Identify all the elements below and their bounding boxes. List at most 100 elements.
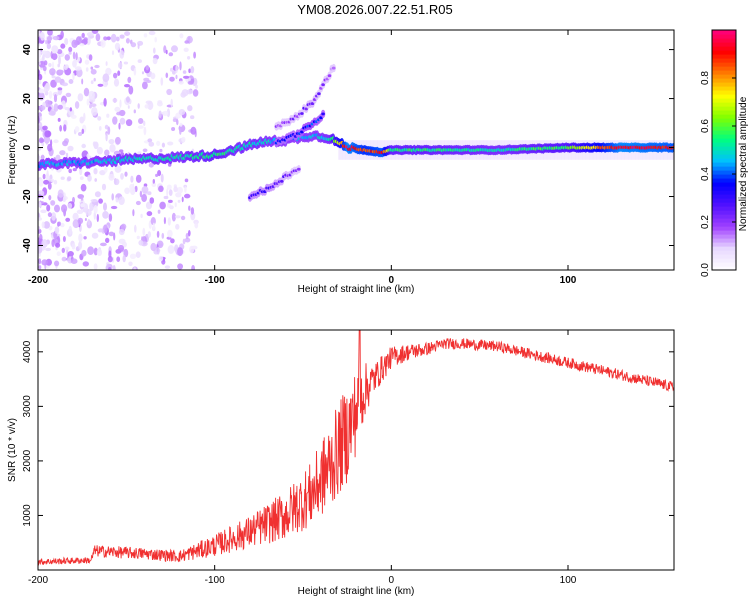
spectrogram-noise-cell: [175, 74, 178, 80]
snr-y-tick-label: 1000: [22, 504, 33, 527]
spectrogram-noise-cell: [43, 221, 50, 229]
spectrogram-noise-cell: [137, 59, 142, 63]
spectrogram-noise-cell: [50, 79, 57, 88]
spectrogram-noise-cell: [165, 72, 169, 79]
spectrogram-noise-cell: [45, 247, 51, 252]
spectrogram-noise-cell: [94, 178, 97, 182]
spectrogram-noise-cell: [172, 70, 176, 75]
colorbar-tick-label: 0.2: [700, 215, 711, 229]
spectrogram-noise-cell: [119, 50, 125, 59]
spectrogram-noise-cell: [179, 122, 183, 127]
colorbar-segment: [712, 142, 736, 147]
spectrogram-noise-cell: [75, 66, 82, 71]
spectrogram-noise-cell: [146, 211, 153, 217]
spectrogram-noise-cell: [61, 247, 65, 253]
spectrogram-noise-cell: [51, 75, 56, 79]
spectrogram-noise-cell: [64, 54, 71, 61]
snr-background: [38, 330, 674, 570]
spectrogram-noise-cell: [49, 68, 56, 76]
spectrogram-noise-cell: [54, 204, 60, 213]
spectrogram-noise-cell: [190, 207, 195, 215]
spectrogram-noise-cell: [94, 191, 101, 198]
spectrogram-noise-cell: [94, 64, 100, 69]
spectrogram-ridge-cell: [331, 66, 336, 70]
spectrogram-noise-cell: [183, 47, 189, 52]
spectrogram-noise-cell: [43, 179, 50, 185]
spectrogram-noise-cell: [157, 209, 161, 214]
spectrogram-noise-cell: [67, 176, 72, 182]
spectrogram-noise-cell: [175, 64, 178, 74]
spectrogram-noise-cell: [70, 258, 78, 265]
colorbar-segment: [712, 202, 736, 207]
colorbar-segment: [712, 210, 736, 215]
spectrogram-ridge-cell: [327, 74, 332, 78]
spectrogram-noise-cell: [178, 109, 186, 116]
spectrogram-noise-cell: [65, 217, 71, 222]
spectrogram-noise-cell: [103, 224, 108, 234]
spectrogram-noise-cell: [51, 52, 58, 61]
spectrogram-noise-cell: [170, 98, 173, 108]
spectrogram-noise-cell: [127, 105, 130, 109]
spectrogram-noise-cell: [97, 228, 104, 233]
colorbar-segment: [712, 190, 736, 195]
spectrogram-noise-cell: [114, 165, 122, 173]
colorbar-segment: [712, 34, 736, 39]
spectrogram-noise-cell: [140, 213, 143, 219]
spectrogram-noise-cell: [137, 151, 142, 155]
colorbar-segment: [712, 242, 736, 247]
spectrogram-noise-cell: [118, 196, 125, 206]
spectrogram-noise-cell: [145, 201, 153, 210]
snr-frame: [37, 329, 675, 571]
spectrogram-noise-cell: [179, 61, 182, 71]
colorbar-tick-label: 0.4: [700, 167, 711, 181]
spectrogram-noise-cell: [40, 209, 47, 214]
spectrogram-noise-cell: [54, 226, 60, 234]
colorbar-segment: [712, 194, 736, 199]
spectrogram-noise-cell: [187, 56, 191, 60]
spectrogram-noise-cell: [60, 43, 66, 49]
spectrogram-noise-cell: [43, 60, 48, 66]
spectrogram-noise-cell: [148, 30, 156, 36]
spectrogram-noise-cell: [52, 35, 60, 41]
spectrogram-noise-cell: [65, 152, 69, 158]
spectrogram-ridge-cell: [300, 112, 304, 115]
snr-x-tick-label: -100: [205, 575, 225, 586]
spectrogram-noise-cell: [161, 142, 165, 148]
spectrogram-noise-cell: [188, 205, 191, 211]
spectrogram-ridge-cell: [321, 83, 325, 87]
colorbar-tick-label: 0.6: [700, 119, 711, 133]
spectrogram-noise-cell: [72, 72, 75, 81]
spectrogram-noise-cell: [99, 125, 102, 131]
spectrogram-noise-cell: [78, 241, 83, 250]
spectrogram-noise-cell: [38, 62, 41, 65]
spectrogram-noise-cell: [184, 237, 191, 243]
spectrogram-ridge-cell: [280, 179, 284, 183]
spectrogram-noise-cell: [122, 254, 126, 263]
spectrogram-noise-cell: [184, 40, 189, 44]
spectrogram-noise-cell: [77, 209, 82, 214]
spectrogram-noise-cell: [59, 150, 66, 156]
spectrogram-noise-cell: [162, 110, 169, 116]
spectrogram-noise-cell: [41, 259, 48, 266]
colorbar-segment: [712, 66, 736, 71]
spectrogram-noise-cell: [137, 125, 144, 129]
spectrogram-noise-cell: [90, 69, 97, 75]
spectrogram-noise-cell: [48, 195, 52, 201]
spectrogram-noise-cell: [158, 255, 164, 262]
snr-x-tick-label: 100: [560, 575, 577, 586]
spectrogram-noise-cell: [99, 170, 106, 176]
spectrogram-noise-cell: [148, 162, 154, 168]
spectrogram-noise-cell: [177, 199, 181, 203]
spectrogram-noise-cell: [69, 107, 73, 112]
spectrogram-noise-cell: [181, 196, 184, 203]
spectrogram-noise-cell: [119, 117, 126, 125]
spectrogram-noise-cell: [81, 78, 84, 85]
colorbar-segment: [712, 158, 736, 163]
spectrogram-noise-cell: [118, 122, 121, 130]
spectrogram-noise-cell: [159, 201, 166, 210]
spectrogram-noise-cell: [82, 261, 90, 267]
spectrogram-noise-cell: [169, 76, 175, 82]
colorbar-label: Normalized spectral amplitude: [738, 96, 749, 231]
spectrogram-noise-cell: [53, 139, 59, 144]
spectrogram-noise-cell: [145, 64, 149, 71]
